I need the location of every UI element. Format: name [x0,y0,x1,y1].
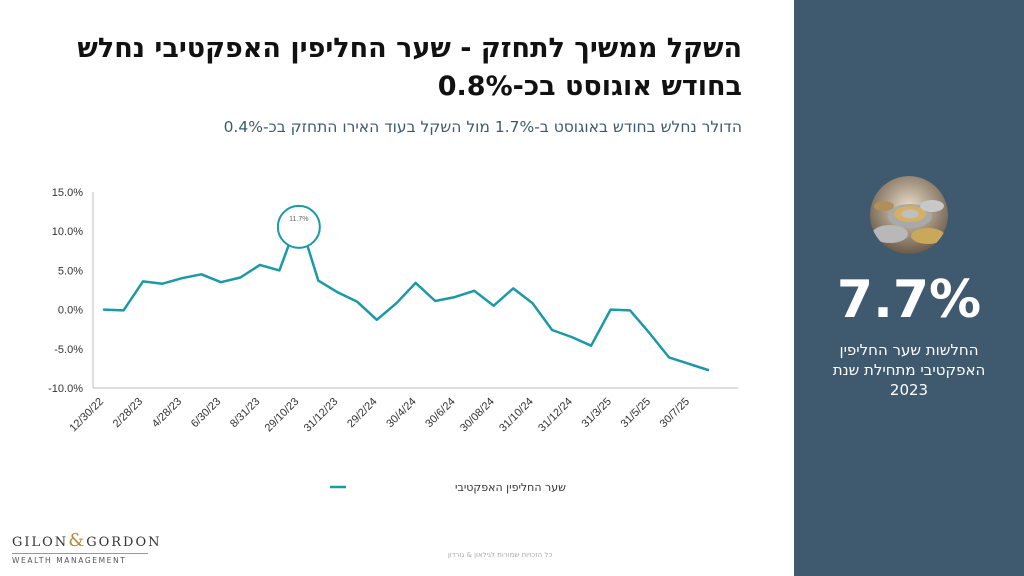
copyright-footer: כל הזכויות שמורות לגילאון & גורדון [447,551,553,559]
company-logo: GILON&GORDON WEALTH MANAGEMENT [12,530,162,565]
x-tick-label: 8/31/23 [228,396,262,430]
y-tick-label: 10.0% [52,226,83,238]
labels-layer: 15.0% 10.0% 5.0% 0.0% -5.0% -10.0%12/30/22 2/2… [48,187,692,494]
x-tick-label: 6/30/23 [189,396,223,430]
logo-divider [12,553,148,554]
axes-layer [92,192,738,389]
y-tick-label: 0.0% [58,305,83,317]
x-tick-label: 31/12/24 [536,396,575,435]
x-tick-label: 4/28/23 [150,396,184,430]
x-tick-label: 29/2/24 [345,396,379,430]
main-panel: השקל ממשיך לתחזק - שער החליפין האפקטיבי … [12,33,742,565]
x-tick-label: 30/08/24 [458,396,497,435]
page-title: השקל ממשיך לתחזק - שער החליפין האפקטיבי … [77,33,742,102]
x-tick-label: 12/30/22 [67,396,106,435]
y-tick-label: 15.0% [52,187,83,199]
legend-label: שער החליפין האפקטיבי [455,481,566,494]
y-tick-label: -10.0% [48,383,83,395]
series-layer [102,204,710,489]
series-line [102,216,710,372]
x-tick-label: 30/7/25 [658,396,692,430]
y-tick-label: -5.0% [54,344,83,356]
headline-caption: החלשות שער החליפין האפקטיבי מתחילת שנת 2… [832,341,986,399]
annotation-label: 11.7% [289,216,308,223]
x-tick-label: 31/10/24 [497,396,536,435]
x-tick-label: 30/4/24 [384,396,418,430]
x-tick-label: 29/10/23 [263,396,302,435]
y-tick-label: 5.0% [58,265,83,277]
x-tick-label: 30/6/24 [423,396,457,430]
page-subtitle: הדולר נחלש בחודש באוגוסט ב-1.7% מול השקל… [223,118,742,136]
line-chart: 15.0% 10.0% 5.0% 0.0% -5.0% -10.0%12/30/22 2/2… [48,187,738,494]
annotation-circle [276,204,321,249]
logo-wordmark: GILON&GORDON [12,530,162,551]
headline-value: 7.7% [836,270,982,330]
coins-photo-icon [870,176,948,254]
x-tick-label: 31/12/23 [302,396,341,435]
sidebar-panel: 7.7% החלשות שער החליפין האפקטיבי מתחילת … [794,0,1024,576]
x-tick-label: 31/3/25 [580,396,614,430]
x-tick-label: 2/28/23 [111,396,145,430]
x-tick-label: 31/5/25 [619,396,653,430]
logo-tagline: WEALTH MANAGEMENT [12,556,127,565]
